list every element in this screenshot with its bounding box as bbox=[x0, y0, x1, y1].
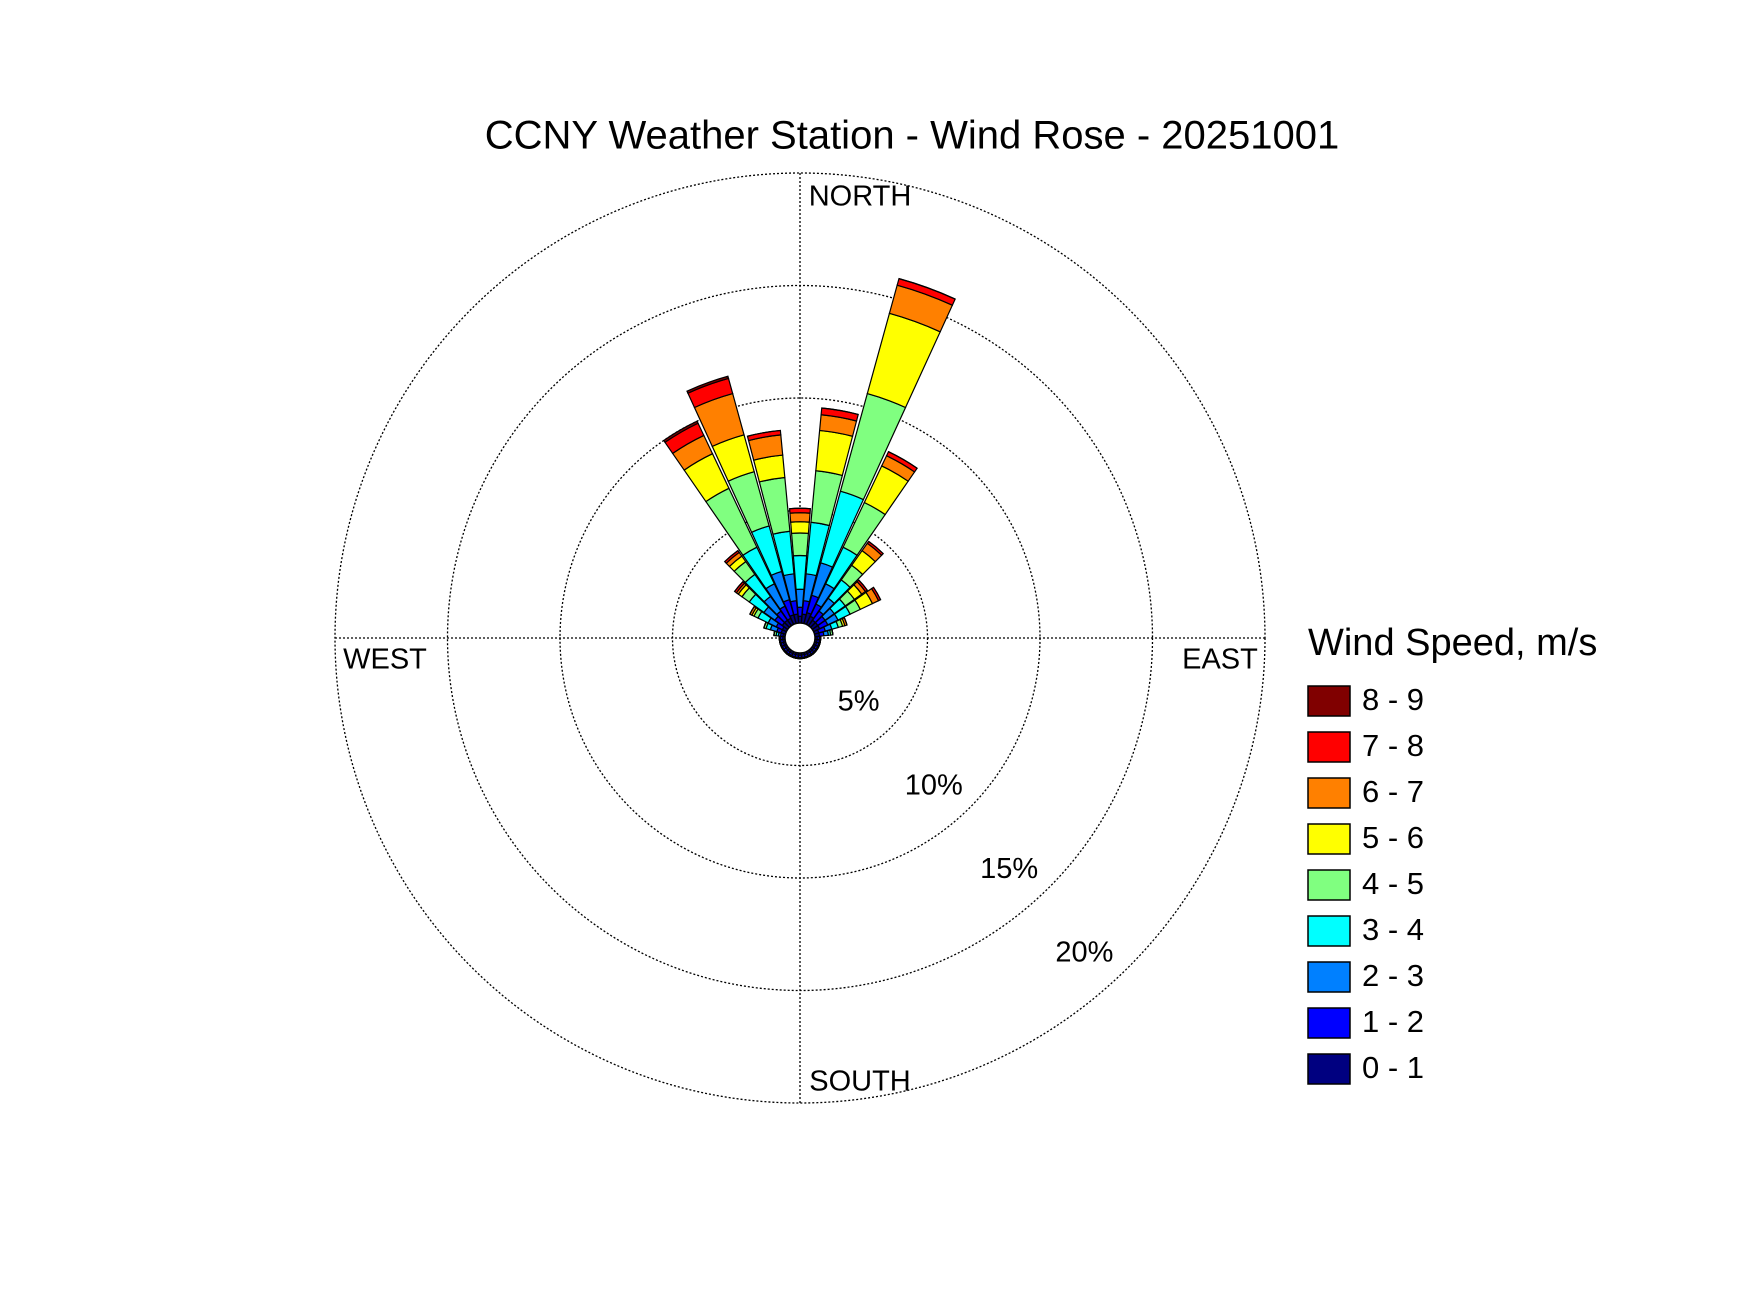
wind-segment bbox=[819, 639, 822, 644]
legend-swatch bbox=[1307, 731, 1351, 763]
wind-segment bbox=[778, 639, 781, 644]
legend-swatch bbox=[1307, 1053, 1351, 1085]
grid-ring bbox=[559, 397, 1041, 879]
wind-segment bbox=[801, 657, 806, 660]
compass-label: SOUTH bbox=[809, 1066, 911, 1098]
legend-label: 8 - 9 bbox=[1362, 682, 1424, 717]
wind-segment bbox=[789, 512, 811, 523]
r-tick-label: 5% bbox=[838, 686, 880, 718]
wind-segment bbox=[749, 606, 755, 615]
legend-swatch bbox=[1307, 961, 1351, 993]
legend-swatch bbox=[1307, 777, 1351, 809]
legend-swatch bbox=[1307, 869, 1351, 901]
wind-segment bbox=[868, 540, 884, 555]
r-tick-label: 10% bbox=[905, 769, 963, 801]
wind-segment bbox=[831, 629, 834, 635]
labels: NORTH EAST SOUTH WEST 5% 10% 15% 20% bbox=[343, 181, 1258, 1098]
wind-segment bbox=[790, 532, 810, 557]
wind-segment bbox=[794, 657, 799, 660]
legend-title: Wind Speed, m/s bbox=[1308, 622, 1597, 664]
r-tick-label: 20% bbox=[1055, 936, 1113, 968]
wind-segment bbox=[858, 579, 868, 591]
wind-segment bbox=[747, 429, 781, 437]
legend-label: 3 - 4 bbox=[1362, 912, 1424, 947]
legend-swatch bbox=[1307, 1007, 1351, 1039]
legend-label: 7 - 8 bbox=[1362, 728, 1424, 763]
r-tick-label: 15% bbox=[980, 853, 1038, 885]
legend-swatch bbox=[1307, 823, 1351, 855]
center-hole bbox=[784, 622, 816, 654]
legend-label: 4 - 5 bbox=[1362, 866, 1424, 901]
wind-segment bbox=[724, 550, 739, 563]
wind-segment bbox=[686, 375, 730, 394]
legend-swatch bbox=[1307, 915, 1351, 947]
wind-segment bbox=[773, 631, 776, 636]
wind-bars bbox=[662, 277, 956, 660]
compass-label: WEST bbox=[343, 644, 427, 676]
wind-segment bbox=[662, 420, 699, 444]
wind-segment bbox=[843, 617, 848, 626]
legend-label: 2 - 3 bbox=[1362, 958, 1424, 993]
legend-label: 5 - 6 bbox=[1362, 820, 1424, 855]
compass-label: NORTH bbox=[809, 181, 912, 213]
legend-label: 0 - 1 bbox=[1362, 1050, 1424, 1085]
legend-label: 1 - 2 bbox=[1362, 1004, 1424, 1039]
wind-segment bbox=[790, 521, 810, 534]
wind-segment bbox=[821, 407, 859, 416]
compass-label: EAST bbox=[1182, 644, 1258, 676]
legend: Wind Speed, m/s 0 - 1 1 - 2 2 - 3 3 - 4 4 - … bbox=[1307, 622, 1597, 1085]
grid-ring bbox=[446, 284, 1154, 992]
grid-ring bbox=[334, 172, 1266, 1104]
legend-swatch bbox=[1307, 685, 1351, 717]
chart-title: CCNY Weather Station - Wind Rose - 20251… bbox=[485, 114, 1340, 158]
legend-label: 6 - 7 bbox=[1362, 774, 1424, 809]
